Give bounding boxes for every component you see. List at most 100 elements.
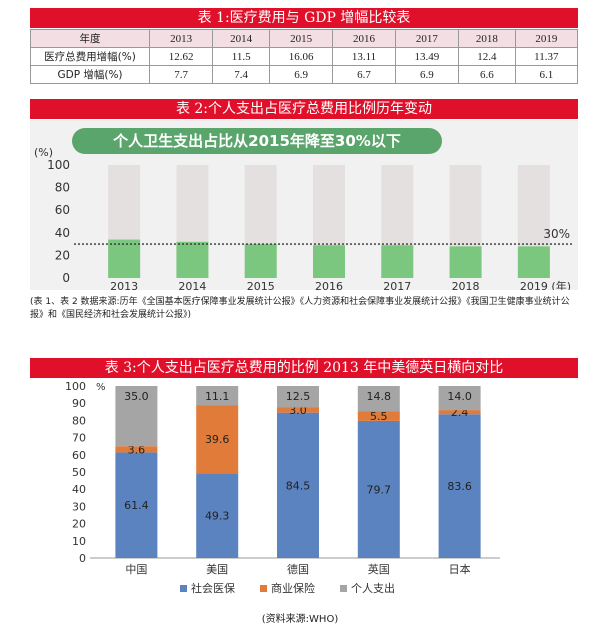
y-tick-label: 0 (62, 271, 70, 285)
data-label: 49.3 (205, 510, 230, 523)
stacked-bar-segment (115, 386, 158, 447)
data-label: 12.5 (286, 390, 311, 403)
table-cell: 7.7 (148, 65, 214, 84)
y-tick-label: 0 (79, 552, 86, 565)
data-label: 14.0 (447, 390, 472, 403)
stacked-bar-segment (357, 386, 400, 412)
chart2-title: 表 2:个人支出占医疗总费用比例历年变动 (30, 99, 578, 119)
table-row: 医疗总费用增幅(%) 12.62 11.5 16.06 13.11 13.49 … (30, 47, 579, 66)
x-tick-label: 美国 (206, 563, 228, 576)
data-label: 61.4 (124, 499, 149, 512)
x-tick-label: 中国 (125, 563, 147, 576)
table1-header-cell: 2018 (458, 29, 516, 48)
y-tick-label: 20 (72, 518, 86, 531)
table-cell: 6.9 (394, 65, 460, 84)
y-axis-unit: % (96, 382, 106, 393)
y-tick-label: 10 (72, 535, 86, 548)
stacked-bar-segment (438, 386, 481, 411)
stacked-bar-segment (115, 446, 158, 453)
data-label: 83.6 (447, 480, 472, 493)
legend-label: 商业保险 (271, 581, 315, 595)
y-tick-label: 30 (72, 500, 86, 513)
data-label: 5.5 (370, 410, 388, 423)
table1: 年度 2013 2014 2015 2016 2017 2018 2019 医疗… (30, 29, 579, 84)
bar (381, 245, 414, 278)
legend-swatch (340, 585, 347, 592)
y-tick-label: 100 (47, 158, 70, 172)
stacked-bar-segment (115, 452, 158, 558)
table-cell: 12.62 (148, 47, 214, 66)
y-axis-unit: (%) (34, 146, 53, 159)
bar (108, 239, 141, 278)
row-label: 医疗总费用增幅(%) (30, 47, 150, 66)
data-label: 35.0 (124, 390, 149, 403)
table1-header-cell: 2014 (212, 29, 270, 48)
x-tick-label: 日本 (449, 562, 471, 576)
table-cell: 7.4 (212, 65, 270, 84)
source-note-2: (资料来源:WHO) (261, 614, 339, 625)
y-tick-label: 80 (72, 414, 86, 427)
table1-header-cell: 2019 (514, 29, 579, 48)
table-cell: 13.11 (332, 47, 396, 66)
y-tick-label: 60 (55, 203, 70, 217)
x-axis-unit: (年) (551, 279, 571, 290)
table-cell: 6.9 (268, 65, 334, 84)
chart3-title: 表 3:个人支出占医疗总费用的比例 2013 年中美德英日横向对比 (30, 358, 578, 378)
x-tick-label: 2018 (452, 280, 480, 290)
y-tick-label: 70 (72, 432, 86, 445)
table-cell: 13.49 (394, 47, 460, 66)
chart2-callout: 个人卫生支出占比从2015年降至30%以下 (72, 128, 442, 154)
stacked-bar-segment (196, 473, 239, 558)
legend-swatch (260, 585, 267, 592)
y-tick-label: 60 (72, 449, 86, 462)
reference-line-label: 30% (543, 227, 570, 241)
table1-header-row: 年度 2013 2014 2015 2016 2017 2018 2019 (30, 29, 579, 48)
chart3-svg: % 0 10 20 30 40 50 60 70 80 90 100 61.4 3.6 35.0 中国 49.3… (65, 380, 500, 595)
x-tick-label: 2015 (247, 280, 275, 290)
x-tick-label: 德国 (287, 562, 309, 576)
stacked-bar-segment (277, 412, 319, 558)
stacked-bar-segment (277, 386, 319, 408)
x-tick-label: 2014 (178, 280, 206, 290)
y-tick-label: 20 (55, 248, 70, 262)
y-tick-label: 40 (55, 226, 70, 240)
row-label: GDP 增幅(%) (30, 65, 150, 84)
legend-label: 社会医保 (191, 581, 235, 595)
table-cell: 6.6 (458, 65, 516, 84)
table1-header-cell: 2016 (332, 29, 396, 48)
data-label: 79.7 (367, 483, 392, 496)
table1-header-cell: 2017 (394, 29, 460, 48)
bar (244, 244, 277, 278)
data-label: 39.6 (205, 433, 230, 446)
x-tick-label: 2019 (520, 280, 548, 290)
y-tick-label: 50 (72, 466, 86, 479)
stacked-bar-segment (357, 411, 400, 421)
source-note-1: (表 1、表 2 数据来源:历年《全国基本医疗保障事业发展统计公报》《人力资源和… (30, 297, 570, 320)
table-cell: 11.5 (212, 47, 270, 66)
data-label: 3.6 (128, 443, 145, 456)
x-tick-label: 英国 (368, 562, 390, 576)
y-tick-label: 90 (72, 397, 86, 410)
x-tick-label: 2013 (110, 280, 138, 290)
table-row: GDP 增幅(%) 7.7 7.4 6.9 6.7 6.9 6.6 6.1 (30, 65, 579, 84)
legend-label: 个人支出 (351, 581, 395, 595)
chart2-svg: (%) 0 20 40 60 80 100 2013 2014 2015 2016 2017 2018 2… (34, 146, 572, 290)
table-cell: 12.4 (458, 47, 516, 66)
table1-header-cell: 年度 (30, 29, 150, 48)
table-cell: 6.1 (514, 65, 579, 84)
table1-header-cell: 2013 (148, 29, 214, 48)
y-tick-label: 40 (72, 483, 86, 496)
bar (449, 246, 482, 278)
stacked-bar-segment (438, 414, 481, 558)
table1-header-cell: 2015 (268, 29, 334, 48)
stacked-bar-segment (196, 386, 239, 406)
data-label: 14.8 (367, 390, 392, 403)
y-tick-label: 80 (55, 181, 70, 195)
y-tick-label: 100 (65, 380, 86, 393)
x-tick-label: 2017 (383, 280, 411, 290)
data-label: 84.5 (286, 479, 311, 492)
data-label: 11.1 (205, 390, 230, 403)
table1-title: 表 1:医疗费用与 GDP 增幅比较表 (30, 8, 578, 28)
stacked-bar-segment (438, 410, 481, 415)
table-cell: 11.37 (514, 47, 579, 66)
